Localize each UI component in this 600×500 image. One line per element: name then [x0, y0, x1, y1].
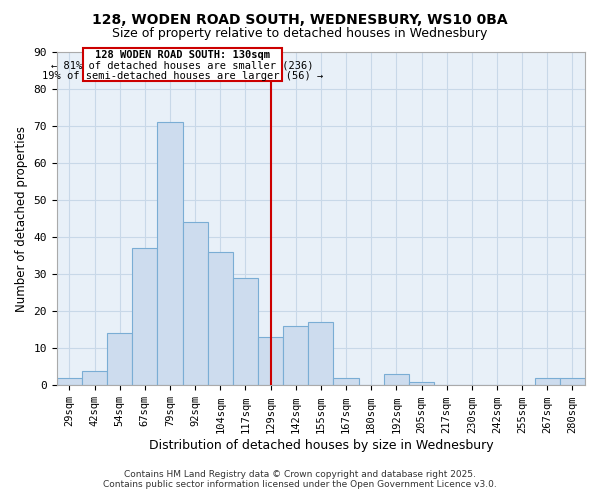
- Bar: [107, 334, 132, 386]
- Text: Contains HM Land Registry data © Crown copyright and database right 2025.
Contai: Contains HM Land Registry data © Crown c…: [103, 470, 497, 489]
- FancyBboxPatch shape: [83, 48, 282, 82]
- Bar: [535, 378, 560, 386]
- X-axis label: Distribution of detached houses by size in Wednesbury: Distribution of detached houses by size …: [149, 440, 493, 452]
- Bar: [283, 326, 308, 386]
- Y-axis label: Number of detached properties: Number of detached properties: [15, 126, 28, 312]
- Bar: [208, 252, 233, 386]
- Bar: [57, 378, 82, 386]
- Bar: [560, 378, 585, 386]
- Bar: [308, 322, 334, 386]
- Text: 128 WODEN ROAD SOUTH: 130sqm: 128 WODEN ROAD SOUTH: 130sqm: [95, 50, 270, 59]
- Bar: [258, 337, 283, 386]
- Bar: [334, 378, 359, 386]
- Text: 128, WODEN ROAD SOUTH, WEDNESBURY, WS10 0BA: 128, WODEN ROAD SOUTH, WEDNESBURY, WS10 …: [92, 12, 508, 26]
- Text: 19% of semi-detached houses are larger (56) →: 19% of semi-detached houses are larger (…: [42, 70, 323, 81]
- Text: Size of property relative to detached houses in Wednesbury: Size of property relative to detached ho…: [112, 28, 488, 40]
- Bar: [409, 382, 434, 386]
- Bar: [384, 374, 409, 386]
- Bar: [182, 222, 208, 386]
- Bar: [132, 248, 157, 386]
- Text: ← 81% of detached houses are smaller (236): ← 81% of detached houses are smaller (23…: [51, 60, 314, 70]
- Bar: [82, 370, 107, 386]
- Bar: [157, 122, 182, 386]
- Bar: [233, 278, 258, 386]
